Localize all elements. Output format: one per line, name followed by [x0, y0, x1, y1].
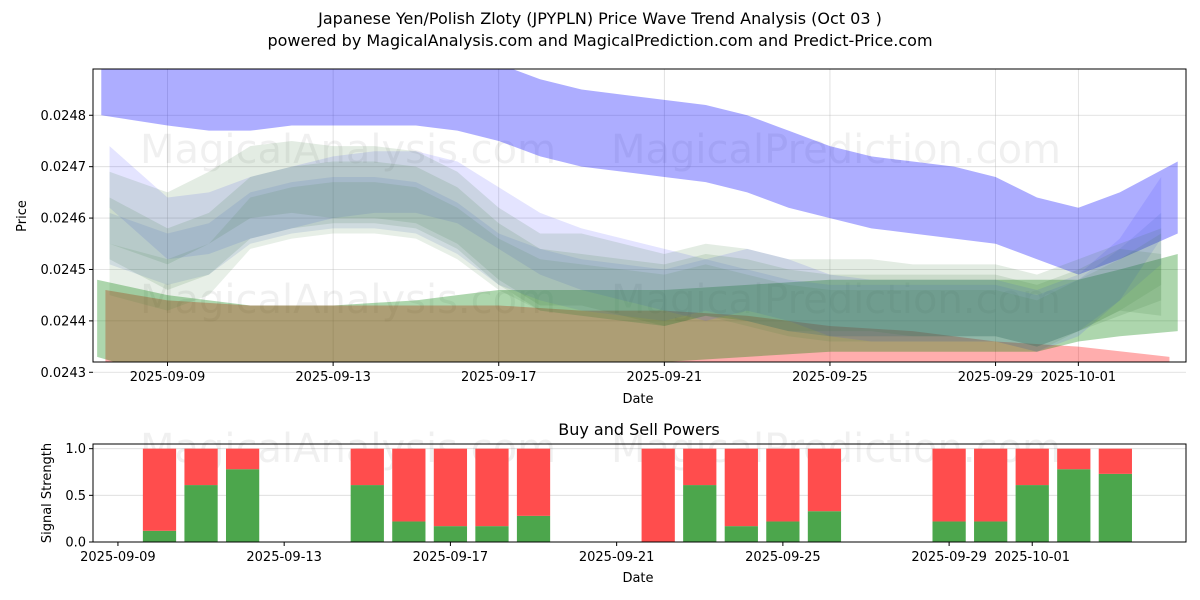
sell-bar-2025-09-26: [808, 449, 841, 512]
buy-bar-2025-09-30: [974, 521, 1007, 542]
sell-bar-2025-10-03: [1099, 449, 1132, 474]
buy-bar-2025-09-19: [517, 516, 550, 542]
signal-x-tick-label: 2025-09-25: [745, 550, 821, 565]
signal-y-tick-label: 1.0: [65, 442, 86, 457]
price-y-tick-label: 0.0247: [41, 160, 87, 175]
price-x-tick-label: 2025-09-17: [461, 370, 537, 385]
price-x-tick-label: 2025-09-29: [958, 370, 1034, 385]
price-y-tick-label: 0.0246: [41, 212, 87, 227]
buy-bar-2025-09-26: [808, 511, 841, 542]
buy-bar-2025-09-10: [143, 531, 176, 542]
signal-y-ticks: 0.0 0.5 1.0: [65, 442, 93, 550]
buy-bar-2025-10-03: [1099, 474, 1132, 542]
sell-bar-2025-10-01: [1016, 449, 1049, 485]
signal-x-ticks: 2025-09-09 2025-09-13 2025-09-17 2025-09-21…: [80, 542, 1070, 565]
sell-bar-2025-09-23: [683, 449, 716, 485]
chart-canvas: MagicalAnalysis.com MagicalPrediction.co…: [0, 0, 1200, 600]
buy-bar-2025-09-29: [932, 521, 965, 542]
sell-bar-2025-09-24: [725, 449, 758, 526]
signal-y-tick-label: 0.0: [65, 536, 86, 551]
sell-bar-2025-09-29: [932, 449, 965, 522]
price-x-tick-label: 2025-09-21: [627, 370, 703, 385]
buy-sell-panel: Buy and Sell Powers MagicalAnalysis.com …: [40, 420, 1186, 586]
signal-y-tick-label: 0.5: [65, 489, 86, 504]
sell-bar-2025-09-19: [517, 449, 550, 516]
sell-bar-2025-09-30: [974, 449, 1007, 522]
sell-bar-2025-09-15: [351, 449, 384, 485]
signal-x-tick-label: 2025-09-13: [246, 550, 322, 565]
sell-bar-2025-09-10: [143, 449, 176, 531]
price-y-tick-label: 0.0248: [41, 109, 87, 124]
buy-bar-2025-09-24: [725, 526, 758, 542]
sell-bar-2025-10-02: [1057, 449, 1090, 470]
price-wave-panel: MagicalAnalysis.com MagicalPrediction.co…: [15, 59, 1186, 429]
sell-bar-2025-09-16: [392, 449, 425, 522]
price-x-tick-label: 2025-09-09: [130, 370, 206, 385]
price-y-axis-label: Price: [15, 200, 30, 232]
price-x-ticks: 2025-09-09 2025-09-13 2025-09-17 2025-09-21…: [130, 362, 1116, 385]
signal-x-tick-label: 2025-09-17: [413, 550, 489, 565]
price-x-tick-label: 2025-09-13: [295, 370, 371, 385]
sell-bar-2025-09-18: [475, 449, 508, 526]
signal-x-axis-label: Date: [622, 571, 653, 586]
sell-bar-2025-09-22: [642, 449, 675, 542]
sell-bar-2025-09-12: [226, 449, 259, 470]
buy-bar-2025-09-23: [683, 485, 716, 542]
buy-bar-2025-09-25: [766, 521, 799, 542]
price-y-tick-label: 0.0243: [41, 366, 87, 381]
price-y-tick-label: 0.0244: [41, 314, 87, 329]
buy-bar-2025-09-16: [392, 521, 425, 542]
buy-bar-2025-09-17: [434, 526, 467, 542]
buy-bar-2025-09-18: [475, 526, 508, 542]
price-x-axis-label: Date: [622, 392, 653, 407]
buy-bar-2025-10-02: [1057, 469, 1090, 542]
buy-bar-2025-10-01: [1016, 485, 1049, 542]
buy-bar-2025-09-15: [351, 485, 384, 542]
sell-bar-2025-09-17: [434, 449, 467, 526]
price-y-tick-label: 0.0245: [41, 263, 87, 278]
signal-x-tick-label: 2025-10-01: [994, 550, 1070, 565]
buy-bar-2025-09-12: [226, 469, 259, 542]
signal-x-tick-label: 2025-09-21: [579, 550, 655, 565]
sell-bar-2025-09-11: [184, 449, 217, 485]
buy-bar-2025-09-11: [184, 485, 217, 542]
price-x-tick-label: 2025-09-25: [792, 370, 868, 385]
sell-bar-2025-09-25: [766, 449, 799, 522]
signal-x-tick-label: 2025-09-29: [911, 550, 987, 565]
price-y-ticks: 0.0243 0.0244 0.0245 0.0246 0.0247 0.0248: [41, 109, 94, 381]
signal-x-tick-label: 2025-09-09: [80, 550, 156, 565]
signal-y-axis-label: Signal Strength: [40, 443, 55, 543]
price-x-tick-label: 2025-10-01: [1041, 370, 1117, 385]
